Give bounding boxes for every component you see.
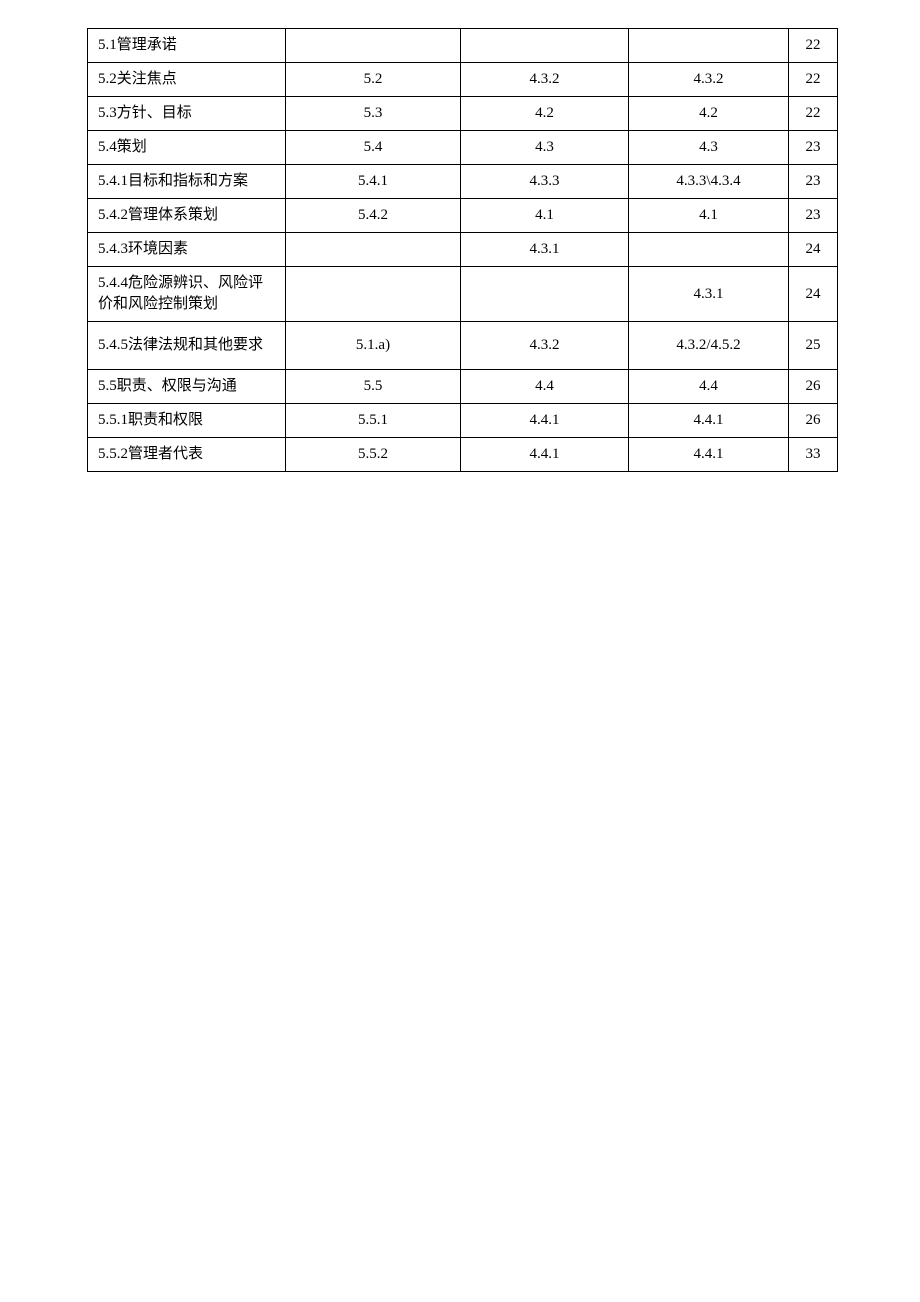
table-cell: 4.4.1 [629, 438, 789, 472]
table-cell: 4.3.2 [461, 322, 629, 370]
table-row: 5.4策划5.44.34.323 [88, 131, 838, 165]
table-cell: 4.3.2 [461, 63, 629, 97]
table-row: 5.4.3环境因素 4.3.1 24 [88, 233, 838, 267]
table-row: 5.4.2管理体系策划5.4.24.14.123 [88, 199, 838, 233]
table-row: 5.4.5法律法规和其他要求5.1.a)4.3.24.3.2/4.5.225 [88, 322, 838, 370]
table-row: 5.5.1职责和权限5.5.14.4.14.4.126 [88, 404, 838, 438]
table-cell: 22 [789, 63, 838, 97]
table-cell: 4.3.3 [461, 165, 629, 199]
table-cell: 4.3.3\4.3.4 [629, 165, 789, 199]
table-cell: 4.4.1 [461, 404, 629, 438]
table-cell: 5.4 [286, 131, 461, 165]
table-cell: 5.2关注焦点 [88, 63, 286, 97]
table-row: 5.5.2管理者代表5.5.24.4.14.4.133 [88, 438, 838, 472]
table-cell: 23 [789, 165, 838, 199]
table-cell: 5.2 [286, 63, 461, 97]
table-row: 5.1管理承诺 22 [88, 29, 838, 63]
table-cell: 5.4.3环境因素 [88, 233, 286, 267]
table-container: 5.1管理承诺225.2关注焦点5.24.3.24.3.2225.3方针、目标5… [87, 28, 837, 472]
table-row: 5.4.4危险源辨识、风险评价和风险控制策划 4.3.124 [88, 267, 838, 322]
table-cell: 22 [789, 29, 838, 63]
table-cell: 5.5.2 [286, 438, 461, 472]
table-cell: 5.4.5法律法规和其他要求 [88, 322, 286, 370]
table-cell: 4.3.2 [629, 63, 789, 97]
table-cell: 24 [789, 267, 838, 322]
table-cell [629, 233, 789, 267]
table-cell: 26 [789, 370, 838, 404]
table-row: 5.4.1目标和指标和方案5.4.14.3.34.3.3\4.3.423 [88, 165, 838, 199]
table-cell: 5.1.a) [286, 322, 461, 370]
table-cell: 4.3.1 [629, 267, 789, 322]
table-cell: 4.4 [461, 370, 629, 404]
table-cell: 5.3方针、目标 [88, 97, 286, 131]
table-cell: 5.5.2管理者代表 [88, 438, 286, 472]
table-body: 5.1管理承诺225.2关注焦点5.24.3.24.3.2225.3方针、目标5… [88, 29, 838, 472]
table-cell: 33 [789, 438, 838, 472]
table-cell: 4.1 [629, 199, 789, 233]
table-cell: 5.4策划 [88, 131, 286, 165]
table-cell: 4.4.1 [461, 438, 629, 472]
table-cell: 5.5 [286, 370, 461, 404]
table-cell: 4.2 [629, 97, 789, 131]
table-cell: 4.3 [461, 131, 629, 165]
table-cell: 4.3.2/4.5.2 [629, 322, 789, 370]
table-cell: 4.1 [461, 199, 629, 233]
table-cell: 24 [789, 233, 838, 267]
table-cell: 4.2 [461, 97, 629, 131]
table-cell: 22 [789, 97, 838, 131]
table-cell: 5.1管理承诺 [88, 29, 286, 63]
table-cell: 4.4.1 [629, 404, 789, 438]
table-cell [286, 233, 461, 267]
table-row: 5.3方针、目标5.34.24.222 [88, 97, 838, 131]
table-cell: 5.4.2 [286, 199, 461, 233]
table-cell: 5.4.2管理体系策划 [88, 199, 286, 233]
table-cell: 5.3 [286, 97, 461, 131]
table-cell: 5.4.4危险源辨识、风险评价和风险控制策划 [88, 267, 286, 322]
table-cell: 23 [789, 131, 838, 165]
table-cell [629, 29, 789, 63]
table-cell: 5.4.1目标和指标和方案 [88, 165, 286, 199]
table-cell: 25 [789, 322, 838, 370]
table-cell: 5.5.1职责和权限 [88, 404, 286, 438]
standards-table: 5.1管理承诺225.2关注焦点5.24.3.24.3.2225.3方针、目标5… [87, 28, 838, 472]
table-cell [286, 267, 461, 322]
table-cell: 5.5.1 [286, 404, 461, 438]
table-row: 5.2关注焦点5.24.3.24.3.222 [88, 63, 838, 97]
table-cell: 5.4.1 [286, 165, 461, 199]
table-cell: 4.3 [629, 131, 789, 165]
table-row: 5.5职责、权限与沟通5.54.44.426 [88, 370, 838, 404]
table-cell: 4.4 [629, 370, 789, 404]
table-cell [286, 29, 461, 63]
table-cell: 4.3.1 [461, 233, 629, 267]
table-cell [461, 29, 629, 63]
table-cell: 23 [789, 199, 838, 233]
table-cell [461, 267, 629, 322]
table-cell: 26 [789, 404, 838, 438]
table-cell: 5.5职责、权限与沟通 [88, 370, 286, 404]
